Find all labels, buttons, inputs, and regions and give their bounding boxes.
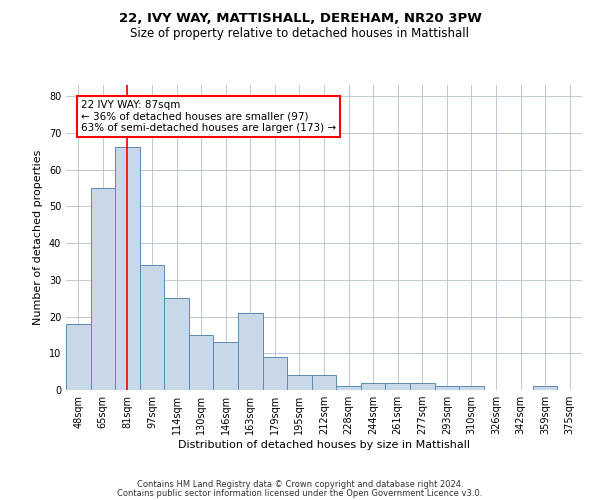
Bar (434, 386, 459, 390)
Bar (410, 382, 434, 390)
Text: Contains public sector information licensed under the Open Government Licence v3: Contains public sector information licen… (118, 488, 482, 498)
Bar (91, 188, 115, 390)
Bar (361, 382, 385, 390)
Bar (140, 265, 164, 390)
Text: Contains HM Land Registry data © Crown copyright and database right 2024.: Contains HM Land Registry data © Crown c… (137, 480, 463, 489)
Bar (189, 335, 214, 390)
Bar (66, 324, 91, 390)
Bar (164, 298, 189, 390)
Bar (336, 386, 361, 390)
Bar (385, 382, 410, 390)
Bar (115, 148, 140, 390)
Bar (533, 386, 557, 390)
Bar (214, 342, 238, 390)
Bar (459, 386, 484, 390)
Bar (287, 376, 312, 390)
Bar (312, 376, 336, 390)
Text: Size of property relative to detached houses in Mattishall: Size of property relative to detached ho… (131, 28, 470, 40)
Bar (238, 313, 263, 390)
Text: 22, IVY WAY, MATTISHALL, DEREHAM, NR20 3PW: 22, IVY WAY, MATTISHALL, DEREHAM, NR20 3… (119, 12, 481, 26)
Y-axis label: Number of detached properties: Number of detached properties (33, 150, 43, 325)
Text: 22 IVY WAY: 87sqm
← 36% of detached houses are smaller (97)
63% of semi-detached: 22 IVY WAY: 87sqm ← 36% of detached hous… (81, 100, 336, 133)
X-axis label: Distribution of detached houses by size in Mattishall: Distribution of detached houses by size … (178, 440, 470, 450)
Bar (263, 357, 287, 390)
